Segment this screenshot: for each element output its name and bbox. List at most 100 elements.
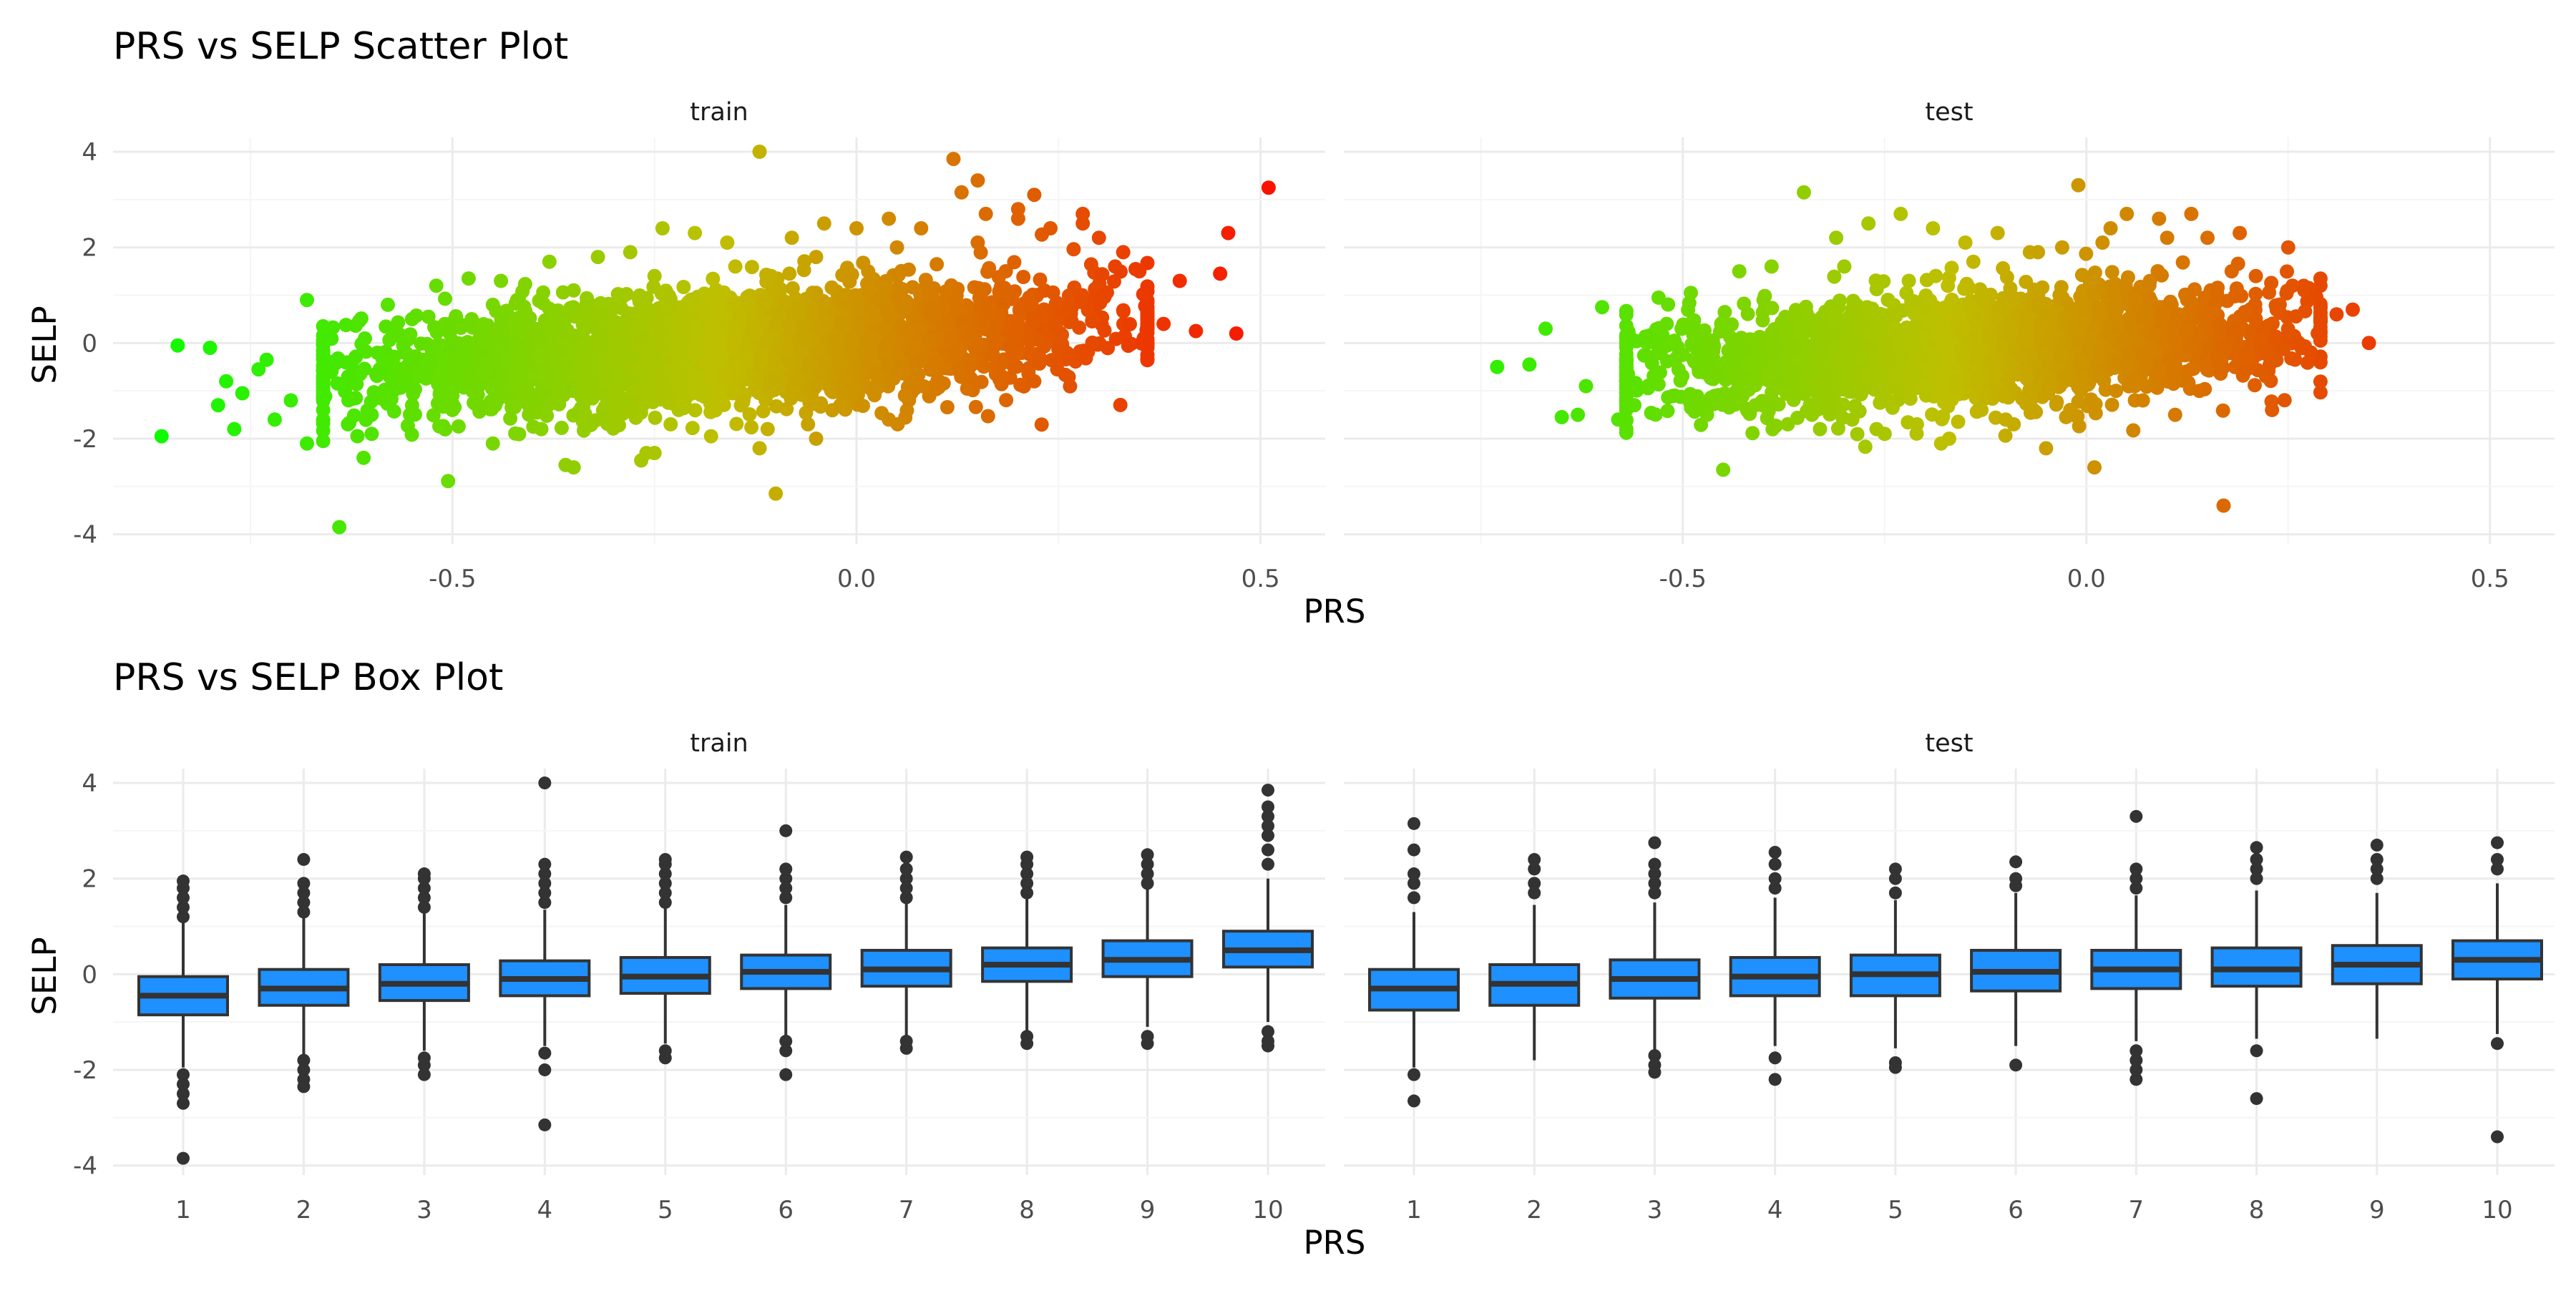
scatter-point — [2248, 287, 2263, 301]
scatter-point — [623, 245, 638, 259]
scatter-point — [370, 369, 384, 383]
scatter-point — [810, 378, 824, 392]
scatter-point — [1011, 346, 1025, 360]
scatter-point — [381, 298, 395, 312]
scatter-point — [699, 307, 713, 321]
scatter-point — [1951, 414, 1966, 429]
scatter-point — [462, 271, 476, 286]
scatter-point — [454, 355, 468, 369]
scatter-point — [817, 296, 831, 311]
scatter-point — [869, 366, 884, 380]
scatter-point — [574, 389, 588, 404]
scatter-point — [921, 281, 935, 296]
scatter-y-tick-label: 2 — [82, 234, 97, 263]
scatter-point — [890, 240, 904, 255]
scatter-point — [1033, 273, 1048, 287]
scatter-point — [955, 185, 969, 200]
scatter-point — [817, 354, 831, 369]
scatter-point — [726, 321, 741, 335]
scatter-point — [477, 333, 492, 348]
scatter-point — [745, 260, 759, 274]
scatter-point — [683, 308, 698, 323]
scatter-point — [748, 323, 763, 337]
scatter-point — [980, 265, 995, 279]
scatter-point — [744, 420, 758, 434]
scatter-point — [593, 296, 608, 311]
scatter-point — [540, 409, 554, 423]
scatter-point — [729, 416, 743, 431]
scatter-point — [618, 375, 632, 389]
scatter-point — [1156, 317, 1171, 331]
scatter-point — [856, 313, 870, 328]
scatter-point — [332, 520, 346, 535]
scatter-point — [664, 364, 678, 379]
scatter-point — [364, 408, 379, 422]
scatter-point — [1096, 267, 1110, 281]
scatter-point — [1075, 207, 1090, 221]
scatter-point — [803, 358, 817, 372]
scatter-point — [467, 396, 481, 410]
scatter-point — [2280, 284, 2294, 298]
scatter-point — [227, 422, 241, 437]
scatter-point — [882, 412, 896, 427]
scatter-point — [608, 315, 623, 329]
scatter-point — [648, 269, 662, 283]
scatter-point — [594, 338, 608, 353]
scatter-point — [663, 417, 678, 432]
scatter-point — [624, 404, 638, 418]
scatter-point — [441, 474, 455, 488]
scatter-point — [352, 314, 366, 328]
scatter-point — [211, 398, 225, 412]
scatter-point — [494, 335, 508, 349]
scatter-point — [1141, 353, 1155, 367]
scatter-point — [356, 451, 371, 465]
scatter-point — [284, 394, 298, 408]
scatter-point — [1007, 255, 1021, 269]
scatter-point — [155, 429, 169, 444]
scatter-point — [611, 287, 625, 301]
scatter-point — [691, 346, 706, 361]
scatter-point — [394, 381, 408, 395]
scatter-point — [786, 281, 800, 296]
scatter-point — [907, 341, 921, 355]
scatter-point — [1023, 334, 1037, 349]
scatter-point — [1027, 374, 1041, 389]
scatter-point — [203, 341, 218, 355]
scatter-point — [555, 421, 569, 435]
scatter-point — [535, 344, 549, 359]
scatter-point — [444, 338, 458, 353]
scatter-point — [863, 349, 877, 363]
scatter-point — [962, 360, 977, 374]
scatter-point — [370, 346, 384, 360]
scatter-point — [323, 365, 338, 379]
scatter-point — [842, 275, 857, 289]
scatter-point — [654, 325, 668, 339]
scatter-strip-train: train — [690, 98, 748, 127]
scatter-point — [882, 212, 896, 226]
scatter-point — [503, 411, 517, 426]
scatter-point — [1113, 398, 1128, 412]
scatter-point — [1116, 245, 1131, 259]
scatter-point — [348, 350, 363, 364]
scatter-point — [798, 335, 812, 349]
scatter-point — [943, 330, 957, 344]
scatter-point — [995, 369, 1009, 384]
scatter-point — [720, 235, 734, 250]
scatter-point — [856, 399, 870, 413]
scatter-point — [2278, 393, 2292, 407]
scatter-point — [526, 394, 540, 408]
scatter-point — [756, 404, 771, 419]
scatter-point — [443, 318, 457, 333]
scatter-point — [1890, 306, 1905, 320]
scatter-point — [170, 338, 185, 353]
scatter-point — [979, 207, 993, 221]
scatter-point — [971, 281, 985, 296]
scatter-point — [2238, 305, 2252, 319]
scatter-point — [1062, 370, 1076, 384]
scatter-point — [486, 298, 500, 312]
scatter-point — [759, 333, 774, 348]
scatter-point — [341, 369, 355, 384]
scatter-point — [445, 389, 459, 403]
scatter-point — [1121, 338, 1136, 353]
